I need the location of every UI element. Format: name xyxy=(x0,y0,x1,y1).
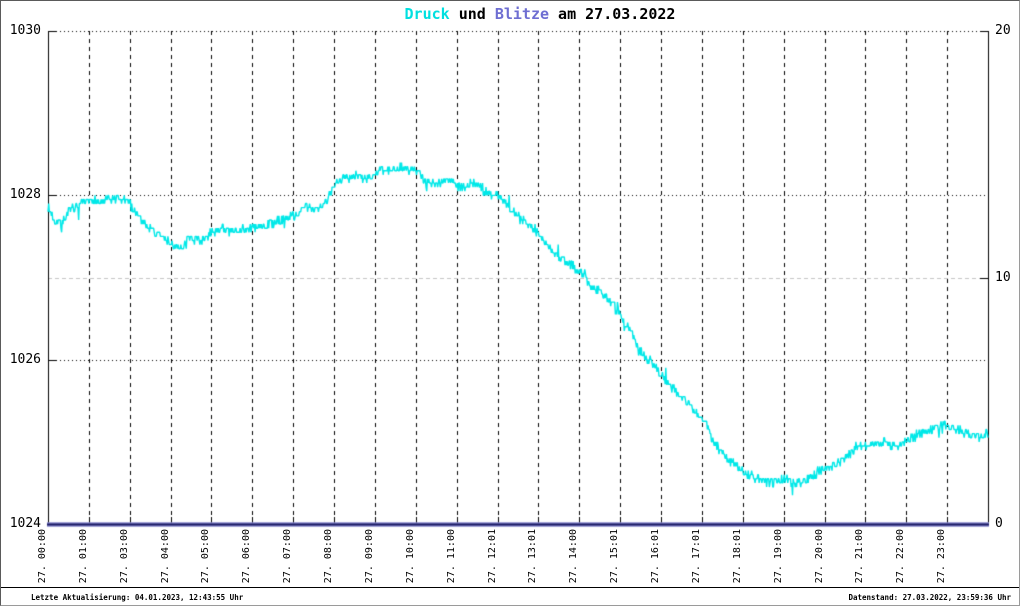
x-axis-tick-label: 27. 19:00 xyxy=(772,529,784,584)
y-axis-right-tick-label: 10 xyxy=(995,269,1011,285)
y-axis-left-tick-label: 1026 xyxy=(9,351,41,367)
x-axis-tick-label: 27. 03:00 xyxy=(118,529,130,584)
x-axis-tick-label: 27. 10:00 xyxy=(404,529,416,584)
x-axis-tick-label: 27. 17:01 xyxy=(690,529,702,584)
title-segment: am 27.03.2022 xyxy=(549,5,676,23)
x-axis-tick-label: 27. 16:01 xyxy=(650,529,662,584)
x-axis-tick-label: 27. 00:00 xyxy=(37,529,48,584)
x-axis-tick-label: 27. 22:00 xyxy=(895,529,907,584)
y-axis-left-tick-label: 1024 xyxy=(9,516,41,531)
x-axis-tick-label: 27. 05:00 xyxy=(200,529,212,584)
x-axis-tick-label: 27. 12:01 xyxy=(486,529,498,584)
x-axis-tick-label: 27. 15:01 xyxy=(609,529,621,584)
x-axis-tick-label: 27. 07:00 xyxy=(282,529,294,584)
title-segment: und xyxy=(449,5,495,23)
x-axis-tick-label: 27. 06:00 xyxy=(241,529,253,584)
y-axis-left-tick-label: 1030 xyxy=(9,23,41,38)
y-axis-right-tick-label: 20 xyxy=(995,23,1011,38)
x-axis-tick-label: 27. 01:00 xyxy=(77,529,89,584)
y-axis-left-tick-label: 1028 xyxy=(9,187,41,203)
x-axis-tick-label: 27. 20:00 xyxy=(813,529,825,584)
x-axis-tick-label: 27. 14:00 xyxy=(568,529,580,584)
x-axis-tick-label: 27. 11:00 xyxy=(445,529,457,584)
title-segment: Druck xyxy=(404,5,450,23)
x-axis-tick-label: 27. 08:00 xyxy=(323,529,335,584)
x-axis-tick-label: 27. 09:00 xyxy=(363,529,375,584)
title-segment: Blitze xyxy=(494,5,550,23)
y-axis-right-tick-label: 0 xyxy=(995,516,1003,531)
footer-separator xyxy=(1,587,1019,588)
x-axis-tick-label: 27. 04:00 xyxy=(159,529,171,584)
footer-last-update: Letzte Aktualisierung: 04.01.2023, 12:43… xyxy=(31,593,244,602)
chart-title: Druck und Blitze am 27.03.2022 xyxy=(1,5,1019,23)
x-axis-tick-label: 27. 23:00 xyxy=(936,529,948,584)
x-axis-tick-label: 27. 21:00 xyxy=(854,529,866,584)
x-axis-tick-label: 27. 18:01 xyxy=(731,529,743,584)
footer-data-state: Datenstand: 27.03.2022, 23:59:36 Uhr xyxy=(848,593,1011,602)
x-axis-tick-label: 27. 13:01 xyxy=(527,529,539,584)
